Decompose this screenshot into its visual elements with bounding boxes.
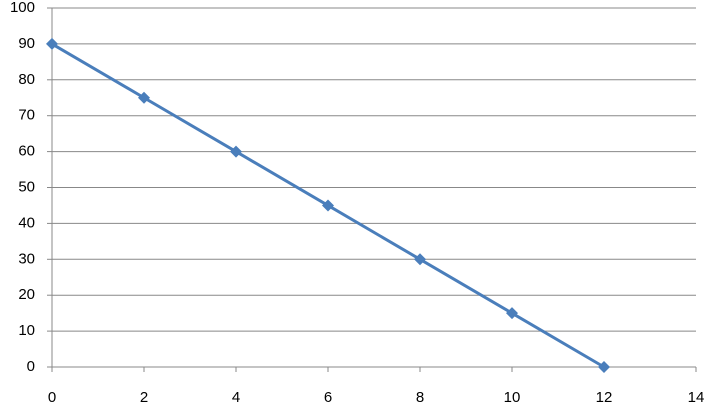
data-marker	[138, 91, 150, 104]
y-tick-label: 0	[27, 358, 35, 375]
x-tick-label: 14	[688, 389, 705, 406]
data-marker	[598, 361, 610, 373]
data-marker	[322, 199, 334, 212]
x-tick-label: 2	[140, 389, 148, 406]
y-tick-label: 60	[18, 143, 35, 160]
x-tick-label: 6	[324, 389, 332, 406]
data-marker	[414, 253, 426, 266]
y-tick-label: 100	[10, 0, 35, 16]
y-tick-label: 80	[18, 71, 35, 88]
x-tick-label: 12	[596, 389, 613, 406]
y-tick-label: 20	[18, 286, 35, 303]
data-marker	[46, 37, 58, 50]
y-tick-label: 70	[18, 107, 35, 124]
x-tick-label: 4	[232, 389, 240, 406]
y-tick-label: 30	[18, 250, 35, 267]
data-marker	[230, 145, 242, 158]
x-tick-label: 0	[48, 389, 56, 406]
y-tick-label: 10	[18, 322, 35, 339]
x-tick-label: 10	[504, 389, 521, 406]
y-tick-label: 50	[18, 178, 35, 195]
y-tick-label: 90	[18, 35, 35, 52]
y-tick-label: 40	[18, 214, 35, 231]
x-tick-label: 8	[416, 389, 424, 406]
data-marker	[506, 307, 518, 320]
